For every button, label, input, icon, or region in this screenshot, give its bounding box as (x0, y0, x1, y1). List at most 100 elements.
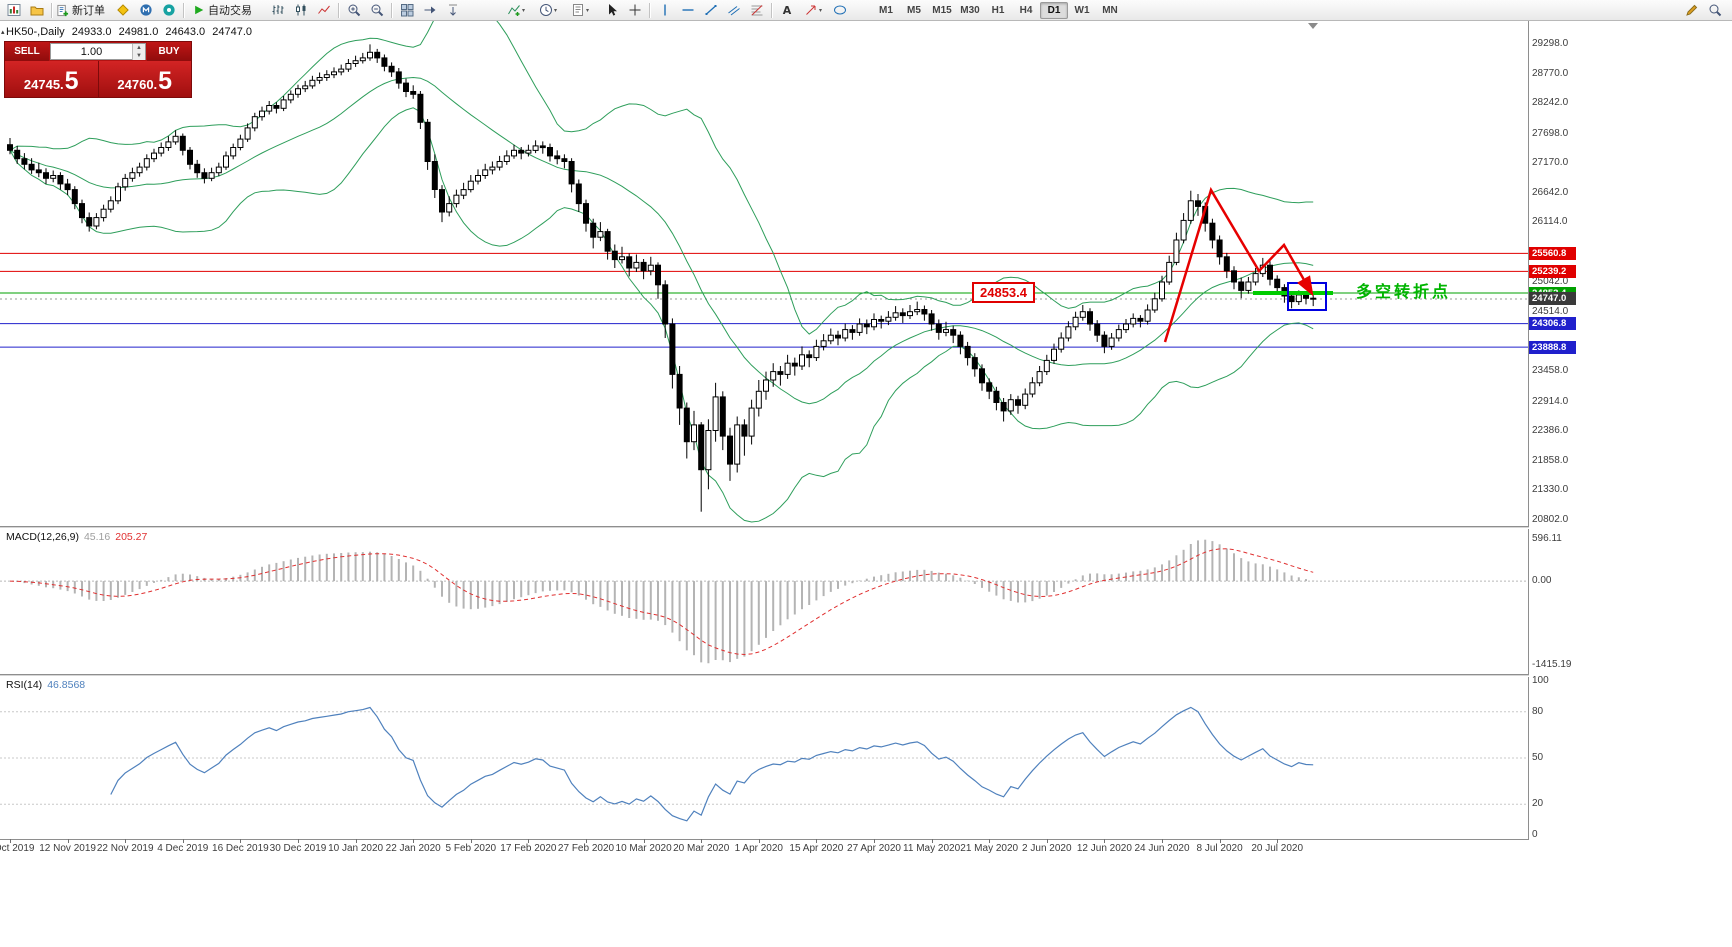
timeframe-M1[interactable]: M1 (879, 4, 893, 16)
timeframe-M5[interactable]: M5 (907, 4, 921, 16)
turning-point-annotation[interactable]: 多空转折点 (1356, 284, 1452, 301)
one-click-trading-panel: SELL 1.00 ▲ ▼ BUY 24745. 5 24760. 5 (4, 41, 192, 98)
panel-separator[interactable] (0, 674, 1529, 677)
autotrading-button[interactable]: 自动交易 (187, 1, 258, 20)
price-scale[interactable] (1529, 20, 1599, 840)
zoom-in-button[interactable] (342, 1, 365, 20)
mql5-icon (139, 4, 152, 16)
crosshair-icon (629, 4, 640, 16)
buy-price-button[interactable]: 24760. 5 (98, 61, 191, 97)
community-button[interactable] (157, 1, 180, 20)
profiles-button[interactable] (25, 1, 48, 20)
bar-chart-button[interactable] (266, 1, 289, 20)
chevron-down-icon: ▾ (553, 7, 557, 14)
timeframe-W1[interactable]: W1 (1074, 4, 1090, 16)
candlestick-chart-button[interactable] (289, 1, 312, 20)
periods-dropdown[interactable]: ▾ (532, 1, 564, 20)
autoscroll-button[interactable] (418, 1, 441, 20)
trendline-icon (705, 5, 716, 15)
rsi-title: RSI(14) 46.8568 (6, 679, 85, 691)
macd-histogram (16, 539, 1315, 664)
toolbar-group-chart (266, 0, 464, 20)
crosshair-button[interactable] (623, 1, 646, 20)
volume-up-icon[interactable]: ▲ (133, 43, 145, 52)
zoom-in-icon (348, 4, 360, 17)
toolbar-separator (51, 2, 52, 18)
fibonacci-button[interactable] (745, 1, 768, 20)
one-click-toggle-icon[interactable]: ▴ (1, 29, 5, 36)
chart-shift-marker[interactable] (1308, 23, 1318, 29)
macd-signal-value: 205.27 (115, 531, 148, 543)
price-callout-annotation[interactable]: 24853.4 (972, 282, 1035, 303)
new-order-icon (57, 4, 69, 16)
macd-title: MACD(12,26,9) 45.16 205.27 (6, 531, 147, 543)
profiles-folder-icon (30, 6, 43, 16)
toolbar-separator (183, 2, 184, 18)
toolbar-group-windows (2, 0, 55, 20)
macd-name: MACD(12,26,9) (6, 531, 79, 543)
trend-arrow-annotation[interactable] (1163, 186, 1314, 343)
panel-separator[interactable] (0, 526, 1529, 529)
vertical-line-button[interactable] (653, 1, 676, 20)
mql5-button[interactable] (134, 1, 157, 20)
arrow-draw-icon (806, 5, 816, 15)
open-value: 24933.0 (71, 26, 112, 38)
cursor-button[interactable] (600, 1, 623, 20)
horizontal-line-button[interactable] (676, 1, 699, 20)
low-value: 24643.0 (165, 26, 206, 38)
rsi-indicator-plot[interactable] (0, 677, 1529, 839)
toolbar-separator (649, 2, 650, 18)
buy-button[interactable]: BUY (147, 42, 191, 61)
main-chart-plot[interactable] (0, 20, 1529, 526)
chart-shift-button[interactable] (441, 1, 464, 20)
timeframe-M30[interactable]: M30 (960, 4, 980, 16)
timeframe-H4[interactable]: H4 (1019, 4, 1033, 16)
chevron-down-icon: ▾ (521, 7, 525, 14)
timeframe-toolbar: M1 M5 M15 M30 H1 H4 D1 W1 MN (872, 0, 1124, 20)
new-order-button[interactable]: 新订单 (50, 1, 111, 20)
svg-text:A: A (782, 4, 791, 17)
indicators-dropdown[interactable]: ▾ (500, 1, 532, 20)
sell-price-main: 24745. (23, 77, 64, 92)
rsi-line (110, 706, 1314, 822)
line-chart-button[interactable] (312, 1, 335, 20)
sell-price-button[interactable]: 24745. 5 (5, 61, 99, 97)
volume-stepper: ▲ ▼ (132, 43, 145, 60)
search-button[interactable] (1703, 1, 1726, 20)
templates-dropdown[interactable]: ▾ (564, 1, 596, 20)
chart-shift-icon (448, 4, 457, 16)
timeframe-H1[interactable]: H1 (991, 4, 1005, 16)
arrows-dropdown[interactable]: ▾ (798, 1, 828, 20)
chevron-down-icon: ▾ (818, 7, 822, 14)
shapes-button[interactable] (828, 1, 851, 20)
volume-value[interactable]: 1.00 (80, 45, 103, 58)
timeframe-D1[interactable]: D1 (1040, 1, 1068, 19)
channel-icon (727, 6, 740, 16)
edit-button[interactable] (1680, 1, 1703, 20)
new-chart-button[interactable] (2, 1, 25, 20)
metaeditor-button[interactable] (111, 1, 134, 20)
new-chart-icon (7, 4, 20, 16)
price-scale-border (1528, 20, 1529, 840)
zoom-out-button[interactable] (365, 1, 388, 20)
volume-down-icon[interactable]: ▼ (133, 51, 145, 60)
volume-input[interactable]: 1.00 ▲ ▼ (50, 43, 146, 60)
bar-chart-icon (272, 5, 283, 15)
channel-button[interactable] (722, 1, 745, 20)
tile-windows-button[interactable] (395, 1, 418, 20)
macd-signal-line (9, 548, 1314, 656)
bollinger-bands (9, 20, 1314, 523)
timeframe-M15[interactable]: M15 (932, 4, 952, 16)
autotrading-play-icon (195, 5, 204, 15)
toolbar-separator (391, 2, 392, 18)
timeframe-MN[interactable]: MN (1102, 4, 1118, 16)
community-icon (162, 4, 175, 16)
sell-button[interactable]: SELL (5, 42, 49, 61)
trendline-button[interactable] (699, 1, 722, 20)
symbol-info-line: HK50-,Daily 24933.0 24981.0 24643.0 2474… (6, 26, 256, 38)
text-label-button[interactable]: A (775, 1, 798, 20)
time-scale[interactable] (0, 840, 1529, 856)
tile-windows-icon (400, 4, 413, 17)
macd-indicator-plot[interactable] (0, 529, 1529, 674)
